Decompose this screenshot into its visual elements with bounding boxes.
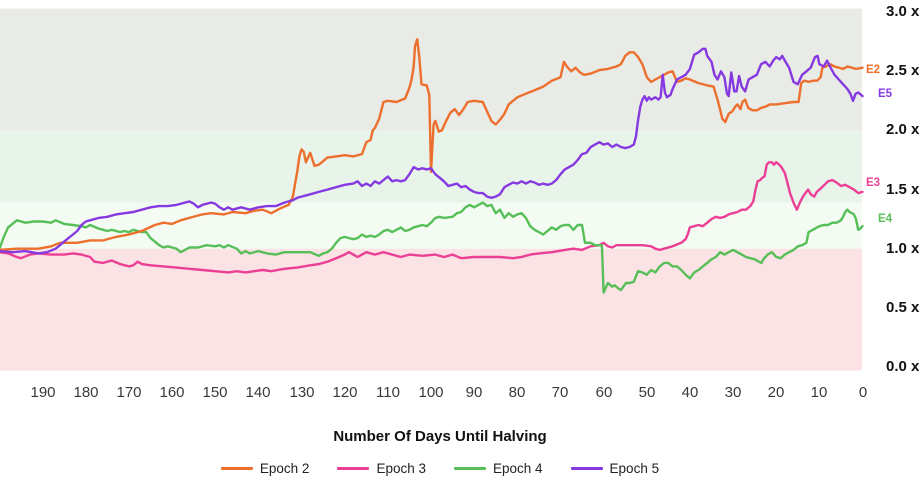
x-tick-label: 40 bbox=[681, 384, 699, 401]
x-tick-label: 30 bbox=[724, 384, 742, 401]
background-band bbox=[0, 202, 862, 249]
series-end-label-e2: E2 bbox=[866, 64, 881, 77]
x-tick-label: 20 bbox=[767, 384, 785, 401]
x-tick-label: 50 bbox=[638, 384, 656, 401]
legend-item-epoch-5[interactable]: Epoch 5 bbox=[570, 461, 660, 476]
background-band bbox=[0, 8, 862, 131]
legend-item-epoch-4[interactable]: Epoch 4 bbox=[454, 461, 543, 476]
legend-swatch-epoch-2 bbox=[220, 467, 253, 470]
x-tick-label: 60 bbox=[595, 384, 613, 401]
x-tick-label: 150 bbox=[202, 384, 228, 401]
legend-item-epoch-2[interactable]: Epoch 2 bbox=[220, 461, 310, 476]
series-line-epoch-2 bbox=[0, 38, 864, 252]
background-band bbox=[0, 248, 862, 371]
x-tick-label: 160 bbox=[159, 384, 185, 401]
x-tick-label: 80 bbox=[508, 384, 526, 401]
x-tick-label: 90 bbox=[465, 384, 483, 401]
y-tick-label: 1.5 x bbox=[886, 180, 920, 198]
series-line-epoch-4 bbox=[0, 201, 864, 294]
x-tick-label: 140 bbox=[245, 384, 271, 401]
legend: Epoch 2 Epoch 3 Epoch 4 Epoch 5 bbox=[0, 461, 880, 476]
legend-swatch-epoch-4 bbox=[454, 467, 486, 470]
series-line-epoch-5 bbox=[0, 47, 864, 255]
x-tick-label: 10 bbox=[810, 384, 828, 401]
legend-swatch-epoch-5 bbox=[570, 467, 603, 470]
legend-label: Epoch 5 bbox=[609, 461, 660, 476]
x-tick-label: 170 bbox=[116, 384, 142, 401]
legend-label: Epoch 4 bbox=[493, 461, 543, 476]
x-tick-label: 0 bbox=[858, 384, 868, 401]
y-tick-label: 1.0 x bbox=[886, 239, 920, 257]
legend-label: Epoch 2 bbox=[259, 461, 310, 476]
series-end-label-e3: E3 bbox=[866, 176, 881, 189]
x-tick-label: 130 bbox=[289, 384, 315, 401]
x-tick-label: 190 bbox=[30, 384, 56, 401]
y-tick-label: 0.5 x bbox=[886, 298, 920, 316]
legend-item-epoch-3[interactable]: Epoch 3 bbox=[337, 461, 426, 476]
y-tick-label: 2.5 x bbox=[886, 62, 920, 80]
series-end-label-e4: E4 bbox=[878, 213, 893, 226]
x-tick-label: 70 bbox=[551, 384, 569, 401]
y-tick-label: 3.0 x bbox=[886, 3, 920, 21]
x-axis-title: Number Of Days Until Halving bbox=[333, 428, 547, 445]
x-tick-label: 100 bbox=[418, 384, 444, 401]
series-line-epoch-3 bbox=[0, 161, 864, 274]
legend-swatch-epoch-3 bbox=[337, 467, 370, 470]
x-tick-label: 110 bbox=[376, 384, 400, 401]
y-tick-label: 0.0 x bbox=[886, 358, 920, 375]
y-tick-label: 2.0 x bbox=[886, 121, 920, 139]
series-end-label-e5: E5 bbox=[878, 87, 893, 100]
legend-label: Epoch 3 bbox=[376, 461, 426, 476]
x-tick-label: 180 bbox=[73, 384, 99, 401]
x-tick-label: 120 bbox=[332, 384, 358, 401]
plot-area bbox=[0, 8, 864, 371]
